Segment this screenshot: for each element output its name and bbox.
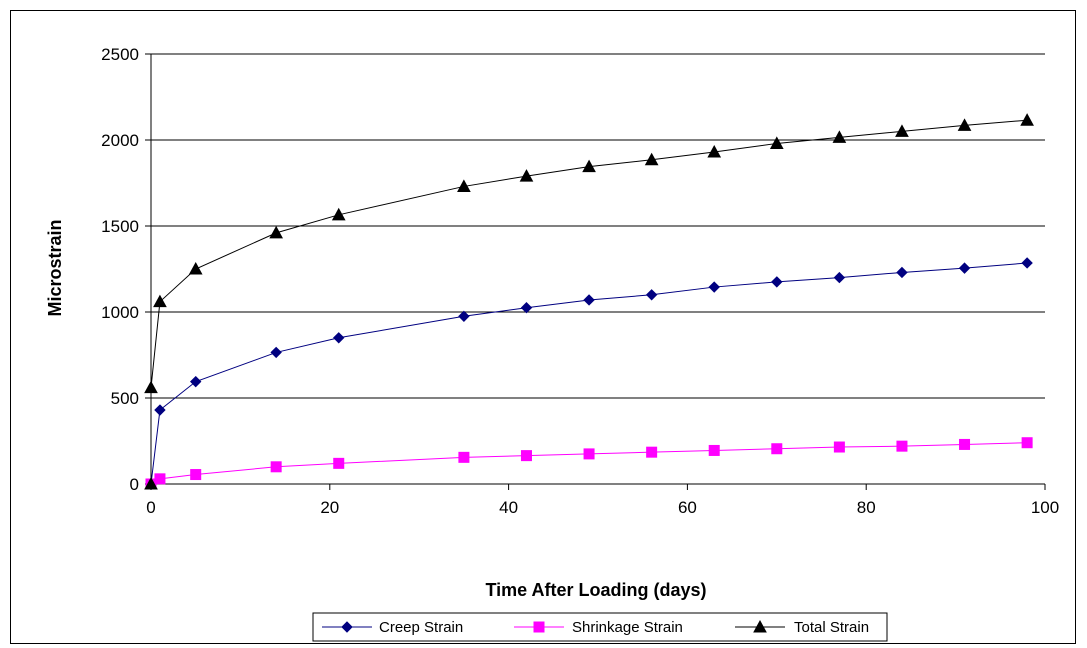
y-axis-title: Microstrain bbox=[45, 219, 65, 316]
data-point-shrinkage-strain bbox=[155, 474, 165, 484]
legend: Creep Strain Shrinkage Strain Total Strain bbox=[313, 613, 887, 641]
legend-label-total-strain: Total Strain bbox=[794, 619, 869, 636]
data-point-creep-strain bbox=[772, 277, 782, 287]
series-shrinkage-strain bbox=[146, 438, 1032, 489]
data-point-creep-strain bbox=[459, 311, 469, 321]
data-point-creep-strain bbox=[834, 273, 844, 283]
data-point-shrinkage-strain bbox=[1022, 438, 1032, 448]
data-point-shrinkage-strain bbox=[647, 447, 657, 457]
data-point-total-strain bbox=[1021, 114, 1033, 125]
data-point-total-strain bbox=[190, 263, 202, 274]
data-point-creep-strain bbox=[584, 295, 594, 305]
data-point-creep-strain bbox=[271, 347, 281, 357]
data-point-shrinkage-strain bbox=[834, 442, 844, 452]
legend-marker-shrinkage-strain bbox=[534, 622, 544, 632]
data-point-creep-strain bbox=[647, 290, 657, 300]
data-point-creep-strain bbox=[960, 263, 970, 273]
x-tick-label: 0 bbox=[146, 498, 155, 517]
series bbox=[145, 114, 1033, 489]
data-point-shrinkage-strain bbox=[191, 470, 201, 480]
data-point-shrinkage-strain bbox=[334, 458, 344, 468]
data-point-creep-strain bbox=[155, 405, 165, 415]
data-point-creep-strain bbox=[1022, 258, 1032, 268]
x-axis-title: Time After Loading (days) bbox=[485, 580, 706, 600]
data-point-total-strain bbox=[145, 382, 157, 393]
x-tick-label: 40 bbox=[499, 498, 518, 517]
data-point-creep-strain bbox=[897, 267, 907, 277]
x-tick-label: 80 bbox=[857, 498, 876, 517]
data-point-shrinkage-strain bbox=[709, 445, 719, 455]
x-tick-label: 60 bbox=[678, 498, 697, 517]
y-tick-label: 2500 bbox=[101, 45, 139, 64]
x-tick-label: 100 bbox=[1031, 498, 1059, 517]
gridlines bbox=[151, 54, 1045, 398]
data-point-shrinkage-strain bbox=[584, 449, 594, 459]
data-point-shrinkage-strain bbox=[772, 444, 782, 454]
data-point-shrinkage-strain bbox=[960, 439, 970, 449]
data-point-shrinkage-strain bbox=[271, 462, 281, 472]
data-point-total-strain bbox=[270, 227, 282, 238]
data-point-creep-strain bbox=[334, 333, 344, 343]
data-point-creep-strain bbox=[709, 282, 719, 292]
y-tick-label: 1000 bbox=[101, 303, 139, 322]
y-tick-label: 500 bbox=[111, 389, 139, 408]
data-point-shrinkage-strain bbox=[521, 451, 531, 461]
y-tick-label: 1500 bbox=[101, 217, 139, 236]
legend-label-creep-strain: Creep Strain bbox=[379, 619, 463, 636]
data-point-creep-strain bbox=[191, 377, 201, 387]
legend-label-shrinkage-strain: Shrinkage Strain bbox=[572, 619, 683, 636]
y-tick-label: 2000 bbox=[101, 131, 139, 150]
x-tick-label: 20 bbox=[320, 498, 339, 517]
data-point-shrinkage-strain bbox=[897, 441, 907, 451]
data-point-shrinkage-strain bbox=[459, 452, 469, 462]
y-tick-label: 0 bbox=[130, 475, 139, 494]
data-point-creep-strain bbox=[521, 303, 531, 313]
